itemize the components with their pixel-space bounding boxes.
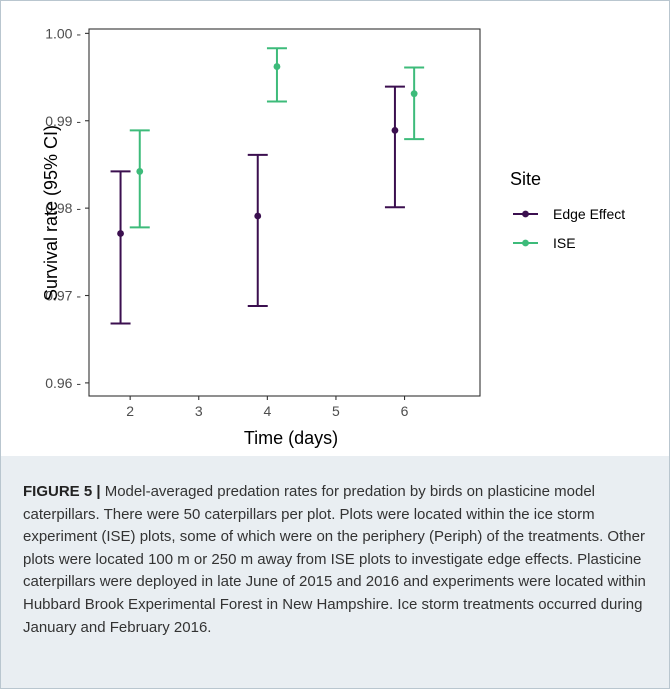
data-point <box>410 90 418 98</box>
y-tick-label: 0.98 - <box>45 200 81 216</box>
figure-label: FIGURE 5 | <box>23 483 101 500</box>
x-axis-title: Time (days) <box>244 428 338 448</box>
error-bar-ise <box>404 66 425 141</box>
x-axis-ticks: 2 3 4 5 6 <box>126 396 409 419</box>
y-axis-ticks: 0.96 - 0.97 - 0.98 - 0.99 - 1.00 - <box>45 25 89 391</box>
legend-key-point <box>522 239 529 247</box>
x-tick-label: 3 <box>195 403 203 419</box>
error-bar-edge-effect <box>110 170 131 325</box>
error-bar-ise <box>129 129 150 229</box>
error-bar-edge-effect <box>247 153 268 307</box>
chart-area: 0.96 - 0.97 - 0.98 - 0.99 - 1.00 - 2 3 4 5 6 Tim… <box>1 1 669 451</box>
error-bar-edge-effect <box>384 85 405 209</box>
x-tick-label: 4 <box>263 403 271 419</box>
y-tick-label: 0.97 - <box>45 288 81 304</box>
legend: Site Edge Effect ISE <box>510 169 625 251</box>
legend-key-point <box>522 210 529 218</box>
y-axis-title: Survival rate (95% CI) <box>41 125 61 301</box>
y-tick-label: 0.96 - <box>45 375 81 391</box>
legend-title: Site <box>510 169 541 189</box>
legend-label: Edge Effect <box>553 206 625 222</box>
caption-text: Model-averaged predation rates for preda… <box>23 483 646 636</box>
y-tick-label: 0.99 - <box>45 113 81 129</box>
legend-label: ISE <box>553 235 576 251</box>
x-tick-label: 2 <box>126 403 134 419</box>
y-tick-label: 1.00 - <box>45 25 81 41</box>
data-point <box>136 168 144 175</box>
data-point <box>117 230 124 237</box>
plot-panel-border <box>88 28 481 397</box>
data-point <box>273 63 281 70</box>
x-tick-label: 6 <box>401 403 409 419</box>
data-point <box>391 126 399 134</box>
data-series <box>110 47 425 325</box>
data-point <box>254 212 262 220</box>
x-tick-label: 5 <box>332 403 340 419</box>
figure-caption: FIGURE 5 | Model-averaged predation rate… <box>23 481 651 639</box>
caption-box: FIGURE 5 | Model-averaged predation rate… <box>1 456 669 688</box>
survival-rate-chart: 0.96 - 0.97 - 0.98 - 0.99 - 1.00 - 2 3 4 5 6 Tim… <box>41 25 625 448</box>
error-bar-ise <box>266 47 287 103</box>
